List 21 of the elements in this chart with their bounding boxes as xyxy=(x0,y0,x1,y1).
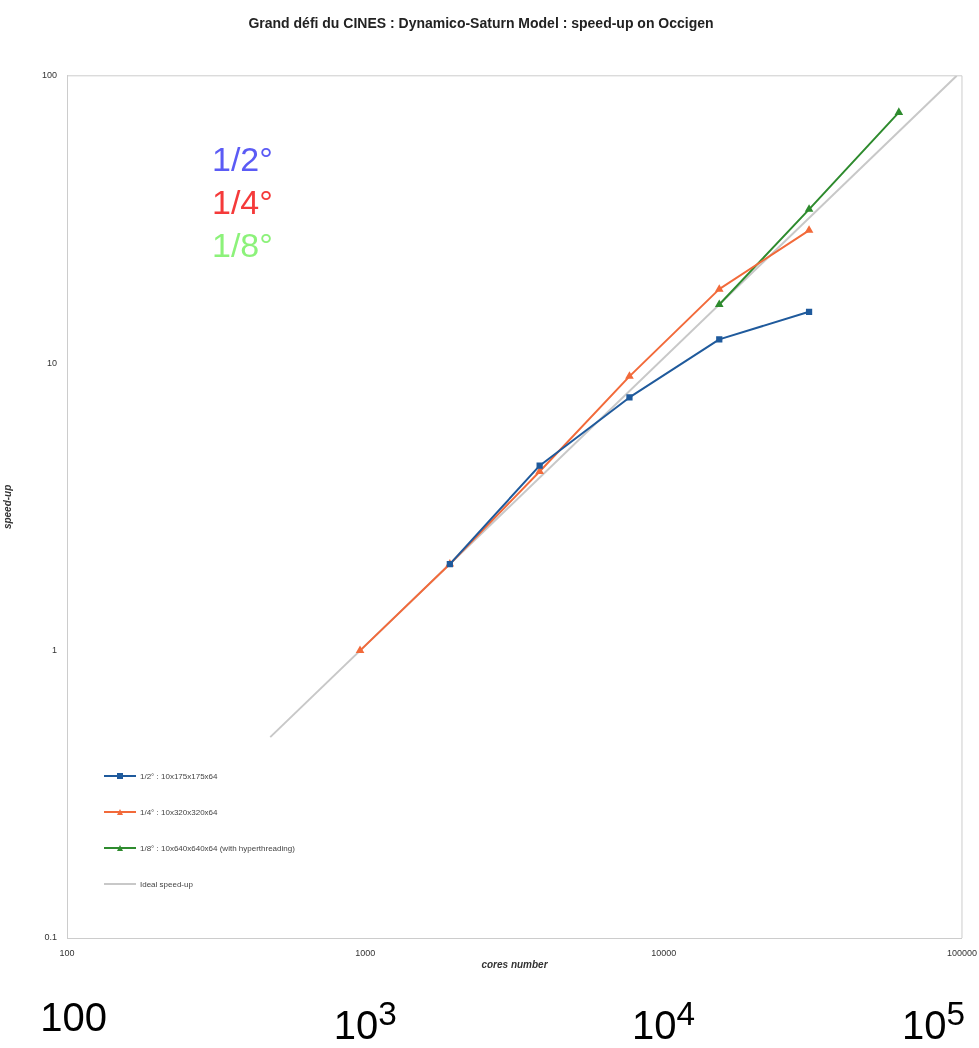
legend-label: 1/4° : 10x320x320x64 xyxy=(140,807,218,817)
x-tick-label: 1000 xyxy=(355,947,376,958)
annotation: 1/4° xyxy=(212,183,273,222)
chart-title: Grand défi du CINES : Dynamico-Saturn Model : speed-up on Occigen xyxy=(248,15,714,32)
legend-label: Ideal speed-up xyxy=(140,879,193,889)
y-tick-label: 0.1 xyxy=(44,932,57,943)
annotation: 1/8° xyxy=(212,226,273,265)
x-tick-label: 100 xyxy=(59,947,75,958)
text: 10$^{3}$ xyxy=(333,995,397,1048)
text: 10$^{4}$ xyxy=(632,995,696,1048)
x-tick-label: 10000 xyxy=(651,947,677,958)
x-axis-title: cores number xyxy=(481,958,549,970)
legend-label: 1/8° : 10x640x640x64 (with hyperthreading) xyxy=(140,843,295,853)
y-tick-label: 10 xyxy=(46,357,57,368)
text: 10$^{5}$ xyxy=(902,995,966,1048)
legend-label: 1/2° : 10x175x175x64 xyxy=(140,771,218,781)
annotation: 1/2° xyxy=(212,140,273,179)
x-tick-label: 100000 xyxy=(946,947,978,958)
y-axis-title: speed-up xyxy=(1,484,13,530)
y-tick-label: 100 xyxy=(41,70,57,81)
y-tick-label: 1 xyxy=(51,645,57,656)
